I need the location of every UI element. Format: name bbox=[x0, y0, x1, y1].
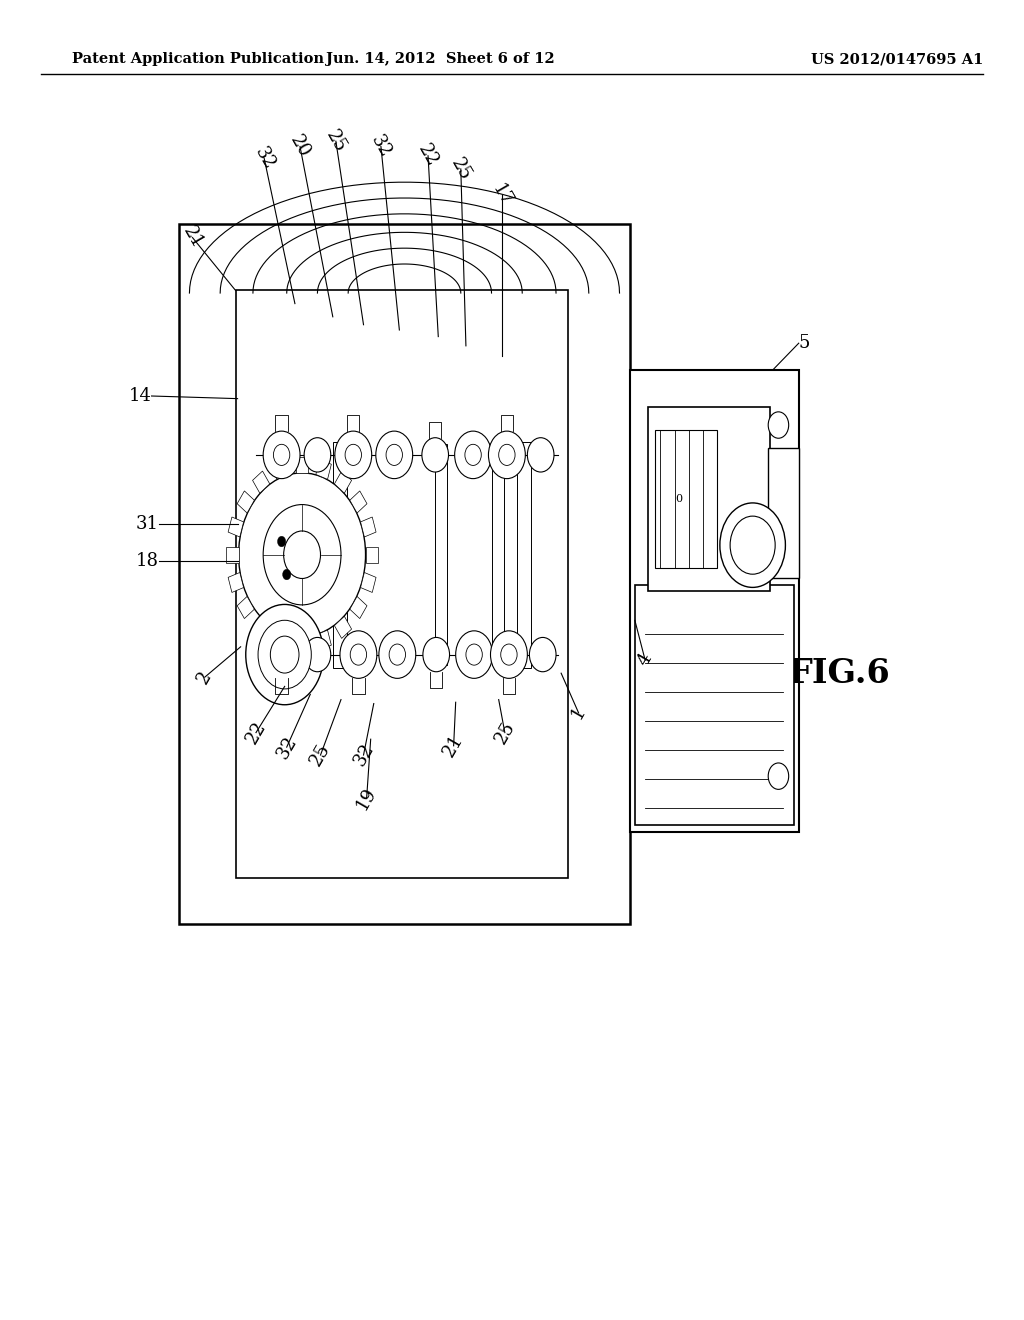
Circle shape bbox=[284, 531, 321, 578]
Circle shape bbox=[488, 432, 525, 479]
Text: 22: 22 bbox=[415, 141, 441, 170]
Polygon shape bbox=[272, 459, 289, 479]
Circle shape bbox=[283, 569, 291, 579]
Polygon shape bbox=[350, 597, 367, 619]
Text: 0: 0 bbox=[676, 494, 682, 504]
Bar bbox=[630, 370, 799, 832]
Bar bbox=[648, 407, 770, 591]
Text: 22: 22 bbox=[243, 718, 269, 747]
Polygon shape bbox=[296, 636, 308, 652]
Circle shape bbox=[273, 644, 290, 665]
Text: FIG.6: FIG.6 bbox=[788, 657, 891, 689]
Polygon shape bbox=[315, 459, 332, 479]
Bar bbox=[768, 449, 799, 578]
Circle shape bbox=[273, 445, 290, 466]
Text: 25: 25 bbox=[323, 127, 349, 156]
Circle shape bbox=[239, 473, 366, 636]
Circle shape bbox=[466, 644, 482, 665]
Circle shape bbox=[730, 516, 775, 574]
Text: 18: 18 bbox=[136, 552, 159, 570]
Text: 32: 32 bbox=[251, 144, 278, 173]
Circle shape bbox=[768, 763, 788, 789]
Circle shape bbox=[465, 445, 481, 466]
Circle shape bbox=[423, 638, 450, 672]
Circle shape bbox=[501, 644, 517, 665]
Circle shape bbox=[270, 636, 299, 673]
Bar bbox=[492, 445, 504, 665]
Circle shape bbox=[340, 631, 377, 678]
Polygon shape bbox=[350, 491, 367, 513]
Circle shape bbox=[499, 445, 515, 466]
Circle shape bbox=[529, 638, 556, 672]
Circle shape bbox=[389, 644, 406, 665]
Circle shape bbox=[490, 631, 527, 678]
Circle shape bbox=[720, 503, 785, 587]
Bar bbox=[435, 445, 447, 665]
Bar bbox=[655, 430, 717, 568]
Text: 4: 4 bbox=[635, 651, 655, 669]
Circle shape bbox=[527, 438, 554, 473]
Bar bbox=[236, 290, 568, 878]
Text: 17: 17 bbox=[488, 181, 515, 210]
Circle shape bbox=[455, 432, 492, 479]
Text: 32: 32 bbox=[350, 741, 377, 770]
Polygon shape bbox=[226, 546, 239, 562]
Polygon shape bbox=[272, 630, 289, 649]
Text: 31: 31 bbox=[136, 515, 159, 533]
Circle shape bbox=[422, 438, 449, 473]
Polygon shape bbox=[228, 517, 244, 537]
Circle shape bbox=[376, 432, 413, 479]
Text: 21: 21 bbox=[440, 731, 467, 760]
Text: Jun. 14, 2012  Sheet 6 of 12: Jun. 14, 2012 Sheet 6 of 12 bbox=[326, 53, 555, 66]
Text: 32: 32 bbox=[368, 132, 394, 161]
Polygon shape bbox=[253, 616, 269, 639]
Text: 5: 5 bbox=[799, 334, 810, 352]
Circle shape bbox=[263, 504, 341, 605]
Polygon shape bbox=[366, 546, 378, 562]
Polygon shape bbox=[253, 471, 269, 494]
Polygon shape bbox=[238, 491, 254, 513]
Text: 25: 25 bbox=[492, 718, 518, 747]
Text: 25: 25 bbox=[447, 154, 474, 183]
Text: Patent Application Publication: Patent Application Publication bbox=[72, 53, 324, 66]
Polygon shape bbox=[335, 616, 351, 639]
Circle shape bbox=[335, 432, 372, 479]
Circle shape bbox=[263, 631, 300, 678]
Circle shape bbox=[263, 432, 300, 479]
Polygon shape bbox=[228, 573, 244, 593]
Text: 14: 14 bbox=[129, 387, 152, 405]
Circle shape bbox=[456, 631, 493, 678]
Polygon shape bbox=[296, 457, 308, 473]
Circle shape bbox=[350, 644, 367, 665]
Text: 19: 19 bbox=[353, 784, 380, 813]
Text: 21: 21 bbox=[179, 223, 206, 252]
Polygon shape bbox=[238, 597, 254, 619]
Circle shape bbox=[246, 605, 324, 705]
Circle shape bbox=[379, 631, 416, 678]
Circle shape bbox=[258, 620, 311, 689]
Polygon shape bbox=[335, 471, 351, 494]
Circle shape bbox=[304, 638, 331, 672]
Bar bbox=[179, 224, 630, 924]
Bar bbox=[635, 585, 794, 825]
Polygon shape bbox=[360, 573, 376, 593]
Circle shape bbox=[345, 445, 361, 466]
Bar bbox=[517, 442, 531, 668]
Text: 25: 25 bbox=[307, 741, 334, 770]
Polygon shape bbox=[315, 630, 332, 649]
Text: 2: 2 bbox=[195, 668, 215, 686]
Circle shape bbox=[386, 445, 402, 466]
Circle shape bbox=[768, 412, 788, 438]
Circle shape bbox=[304, 438, 331, 473]
Text: 32: 32 bbox=[273, 733, 300, 762]
Text: US 2012/0147695 A1: US 2012/0147695 A1 bbox=[811, 53, 983, 66]
Text: 20: 20 bbox=[287, 132, 313, 161]
Text: 1: 1 bbox=[568, 704, 589, 722]
Polygon shape bbox=[360, 517, 376, 537]
Bar bbox=[333, 442, 347, 668]
Circle shape bbox=[278, 536, 286, 546]
